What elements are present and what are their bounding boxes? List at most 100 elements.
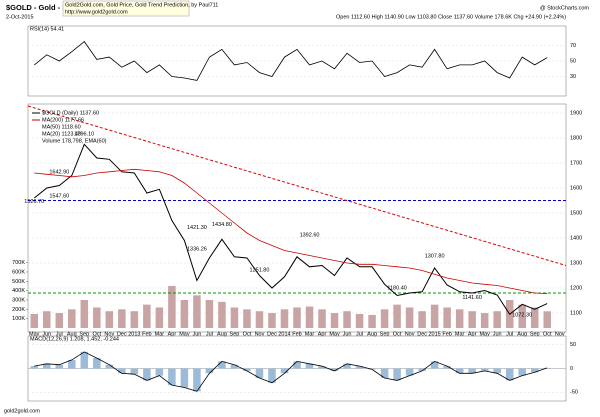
volume-bar <box>205 300 214 328</box>
x-tick-label: Mar <box>455 331 465 337</box>
volume-bar <box>230 307 239 328</box>
price-line <box>33 143 548 316</box>
x-tick-label: Aug <box>517 331 527 337</box>
y-tick-label: 1300 <box>570 260 582 266</box>
x-tick-label: Jun <box>42 331 51 337</box>
macd-bar <box>530 368 539 373</box>
x-tick-label: Feb <box>442 331 451 337</box>
x-tick-label: Aug <box>217 331 227 337</box>
macd-bar <box>230 364 239 369</box>
volume-bar <box>280 309 289 328</box>
y-tick-label: 1500 <box>570 210 582 216</box>
macd-bar <box>268 368 276 383</box>
volume-bar <box>193 295 201 328</box>
rsi-line <box>34 41 548 81</box>
macd-bar <box>505 368 514 381</box>
x-tick-label: Aug <box>67 331 77 337</box>
x-tick-label: Mar <box>155 331 165 337</box>
x-tick-label: Oct <box>543 331 552 337</box>
volume-bar <box>68 309 76 328</box>
macd-bar <box>518 368 526 376</box>
watermark: @ StockCharts.com <box>540 5 589 11</box>
x-tick-label: Nov <box>255 331 265 337</box>
x-tick-label: Apr <box>318 331 327 337</box>
x-tick-label: 2014 <box>278 331 290 337</box>
macd-bar <box>180 368 189 388</box>
credit: http://www.gold2gold.com <box>65 9 128 15</box>
x-tick-label: Oct <box>393 331 402 337</box>
volume-bar <box>405 307 414 328</box>
volume-bar <box>155 307 164 328</box>
x-tick-label: May <box>479 331 490 337</box>
annotation: 1421.30 <box>187 225 207 231</box>
volume-bar <box>518 304 526 328</box>
x-tick-label: Feb <box>292 331 301 337</box>
volume-bar <box>468 311 476 328</box>
macd-bar <box>405 368 414 376</box>
annotation: 1434.80 <box>212 222 232 228</box>
price-line <box>34 168 548 294</box>
y-tick-label: 1900 <box>570 110 582 116</box>
x-tick-label: Aug <box>367 331 377 337</box>
volume-bar <box>430 304 439 328</box>
macd-bar <box>118 368 126 374</box>
x-tick-label: May <box>179 331 190 337</box>
macd-bar <box>280 368 289 374</box>
y-tick-label: 1400 <box>570 235 582 241</box>
x-tick-label: May <box>29 331 40 337</box>
macd-bar <box>205 368 214 374</box>
quote: Open 1112.60 High 1140.90 Low 1103.80 Cl… <box>336 14 566 20</box>
x-tick-label: Nov <box>104 331 114 337</box>
y-tick-label: 1200 <box>570 285 582 291</box>
volume-bar <box>30 314 39 328</box>
macd-bar <box>443 366 451 369</box>
macd-bar <box>330 368 339 371</box>
x-tick-label: Oct <box>243 331 252 337</box>
macd-bar <box>43 363 51 369</box>
x-tick-label: Nov <box>555 331 565 337</box>
macd-bar <box>468 368 476 374</box>
volume-tick-label: 100K <box>12 316 25 322</box>
macd-bar <box>318 366 326 369</box>
y-tick-label: 50 <box>570 342 576 348</box>
panel-label: RSI(14) 54.41 <box>30 26 64 32</box>
annotation: 1141.60 <box>462 295 481 301</box>
volume-bar <box>368 314 376 328</box>
x-tick-label: Jul <box>56 331 63 337</box>
x-tick-label: Jul <box>206 331 213 337</box>
volume-bar <box>218 301 226 328</box>
macd-line <box>34 351 548 392</box>
macd-bar <box>255 368 264 378</box>
volume-bar <box>455 309 464 328</box>
volume-bar <box>330 313 339 328</box>
volume-bar <box>268 313 276 328</box>
y-tick-label: 30 <box>570 74 576 80</box>
volume-tick-label: 700K <box>12 260 25 266</box>
legend-label: MA(200) 1177.66 <box>42 117 84 123</box>
volume-bar <box>168 286 176 328</box>
annotation: 1307.80 <box>425 254 445 260</box>
panel-frame <box>27 103 567 333</box>
x-tick-label: Sep <box>380 331 390 337</box>
annotation: 1392.60 <box>300 232 320 238</box>
volume-tick-label: 600K <box>12 269 25 275</box>
x-tick-label: Mar <box>305 331 315 337</box>
x-tick-label: Jun <box>192 331 201 337</box>
annotation: 1072.30 <box>512 312 532 318</box>
macd-bar <box>130 368 139 375</box>
volume-bar <box>93 307 101 328</box>
x-tick-label: Dec <box>267 331 277 337</box>
annotation: 1526.70 <box>24 199 44 205</box>
x-tick-label: Jul <box>506 331 513 337</box>
x-tick-label: 2015 <box>429 331 441 337</box>
y-tick-label: 1600 <box>570 185 582 191</box>
y-tick-label: 70 <box>570 43 576 49</box>
x-tick-label: Dec <box>117 331 127 337</box>
footer: gold2gold.com <box>4 408 40 414</box>
volume-bar <box>143 304 151 328</box>
annotation: 1796.10 <box>74 131 94 137</box>
y-tick-label: 50 <box>570 58 576 64</box>
x-tick-label: Sep <box>230 331 240 337</box>
macd-bar <box>455 368 464 374</box>
